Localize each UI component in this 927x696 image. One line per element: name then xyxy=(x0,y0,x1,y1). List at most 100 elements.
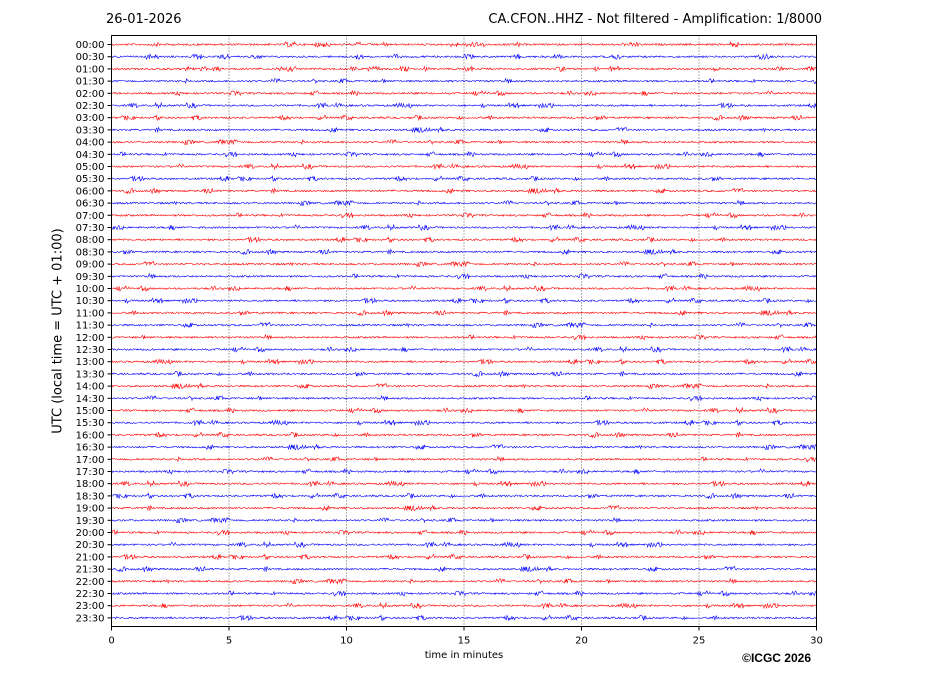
seismic-trace xyxy=(111,40,817,48)
y-tick-label: 16:00 xyxy=(76,430,105,441)
y-tick-label: 20:00 xyxy=(76,528,105,539)
y-tick-label: 20:30 xyxy=(76,540,105,551)
y-tick-label: 00:00 xyxy=(76,40,105,51)
y-tick-label: 07:00 xyxy=(76,211,105,222)
y-tick-label: 22:30 xyxy=(76,589,105,600)
plot-frame xyxy=(111,35,817,627)
y-tick-label: 11:00 xyxy=(76,308,105,319)
date-label: 26-01-2026 xyxy=(106,12,182,27)
y-tick-label: 11:30 xyxy=(76,321,105,332)
y-tick-label: 06:00 xyxy=(76,186,105,197)
x-tick-label: 10 xyxy=(340,636,353,647)
y-tick-label: 13:30 xyxy=(76,369,105,380)
y-tick-label: 00:30 xyxy=(76,52,105,63)
seismic-trace xyxy=(111,504,817,512)
y-tick-label: 14:00 xyxy=(76,382,105,393)
y-tick-label: 12:30 xyxy=(76,345,105,356)
seismic-trace xyxy=(111,284,817,293)
y-tick-label: 08:00 xyxy=(76,235,105,246)
y-tick-label: 06:30 xyxy=(76,199,105,210)
y-tick-label: 08:30 xyxy=(76,247,105,258)
y-tick-label: 14:30 xyxy=(76,394,105,405)
seismic-trace xyxy=(111,601,817,610)
y-tick-label: 10:30 xyxy=(76,296,105,307)
y-tick-label: 12:00 xyxy=(76,333,105,344)
y-tick-label: 02:00 xyxy=(76,89,105,100)
y-tick-label: 03:30 xyxy=(76,125,105,136)
y-tick-label: 22:00 xyxy=(76,577,105,588)
y-tick-label: 19:30 xyxy=(76,516,105,527)
seismic-trace xyxy=(111,187,817,195)
y-tick-label: 01:00 xyxy=(76,64,105,75)
y-tick-label: 23:00 xyxy=(76,601,105,612)
y-tick-label: 13:00 xyxy=(76,357,105,368)
seismic-trace xyxy=(111,406,817,415)
seismic-trace xyxy=(111,565,817,573)
seismic-trace xyxy=(111,540,817,549)
seismic-trace xyxy=(111,151,817,158)
y-tick-label: 15:00 xyxy=(76,406,105,417)
y-tick-label: 07:30 xyxy=(76,223,105,234)
y-tick-label: 19:00 xyxy=(76,504,105,515)
y-tick-label: 18:00 xyxy=(76,479,105,490)
y-tick-label: 21:30 xyxy=(76,565,105,576)
x-tick-label: 0 xyxy=(108,636,114,647)
y-tick-label: 16:30 xyxy=(76,443,105,454)
x-tick-label: 20 xyxy=(575,636,588,647)
seismic-trace xyxy=(111,468,817,475)
y-tick-label: 03:00 xyxy=(76,113,105,124)
seismic-trace xyxy=(111,53,817,61)
seismic-trace xyxy=(111,614,817,622)
seismic-trace xyxy=(111,455,817,463)
seismic-trace xyxy=(111,65,817,73)
x-axis-ticks: 0 5 10 15 20 25 30 xyxy=(108,626,823,647)
seismic-trace xyxy=(111,529,817,536)
y-tick-label: 04:00 xyxy=(76,138,105,149)
seismic-trace xyxy=(111,382,817,390)
y-tick-label: 21:00 xyxy=(76,552,105,563)
seismic-trace xyxy=(111,199,817,207)
y-axis-label: UTC (local time = UTC + 01:00) xyxy=(50,228,66,434)
y-tick-label: 05:00 xyxy=(76,162,105,173)
y-tick-label: 17:00 xyxy=(76,455,105,466)
seismic-trace xyxy=(111,162,817,171)
seismic-trace xyxy=(111,492,817,500)
seismic-trace xyxy=(111,553,817,561)
y-tick-label: 09:00 xyxy=(76,260,105,271)
seismic-trace xyxy=(111,223,817,232)
seismic-trace xyxy=(111,577,817,585)
seismic-trace xyxy=(111,321,817,329)
seismic-trace xyxy=(111,212,817,219)
y-tick-label: 05:30 xyxy=(76,174,105,185)
seismic-trace xyxy=(111,114,817,122)
chart-title: CA.CFON..HHZ - Not filtered - Amplificat… xyxy=(488,12,822,27)
y-tick-label: 01:30 xyxy=(76,77,105,88)
seismic-trace xyxy=(111,333,817,341)
seismic-trace xyxy=(111,126,817,134)
y-tick-label: 23:30 xyxy=(76,613,105,624)
y-tick-label: 17:30 xyxy=(76,467,105,478)
y-tick-label: 15:30 xyxy=(76,418,105,429)
x-tick-label: 15 xyxy=(458,636,471,647)
x-tick-label: 5 xyxy=(226,636,232,647)
x-tick-label: 30 xyxy=(810,636,823,647)
y-tick-label: 09:30 xyxy=(76,272,105,283)
y-tick-label: 04:30 xyxy=(76,150,105,161)
seismic-trace xyxy=(111,590,817,597)
seismic-trace xyxy=(111,431,817,439)
seismic-trace xyxy=(111,309,817,317)
seismic-trace xyxy=(111,101,817,110)
seismic-trace xyxy=(111,248,817,256)
seismic-traces xyxy=(111,40,817,622)
seismic-trace xyxy=(111,443,817,451)
y-tick-label: 18:30 xyxy=(76,491,105,502)
y-tick-label: 10:00 xyxy=(76,284,105,295)
seismic-trace xyxy=(111,77,817,85)
x-axis-label: time in minutes xyxy=(424,650,504,661)
seismic-trace xyxy=(111,394,817,402)
x-tick-label: 25 xyxy=(693,636,706,647)
seismic-trace xyxy=(111,358,817,366)
seismic-trace xyxy=(111,419,817,427)
copyright-label: ©ICGC 2026 xyxy=(742,651,811,665)
